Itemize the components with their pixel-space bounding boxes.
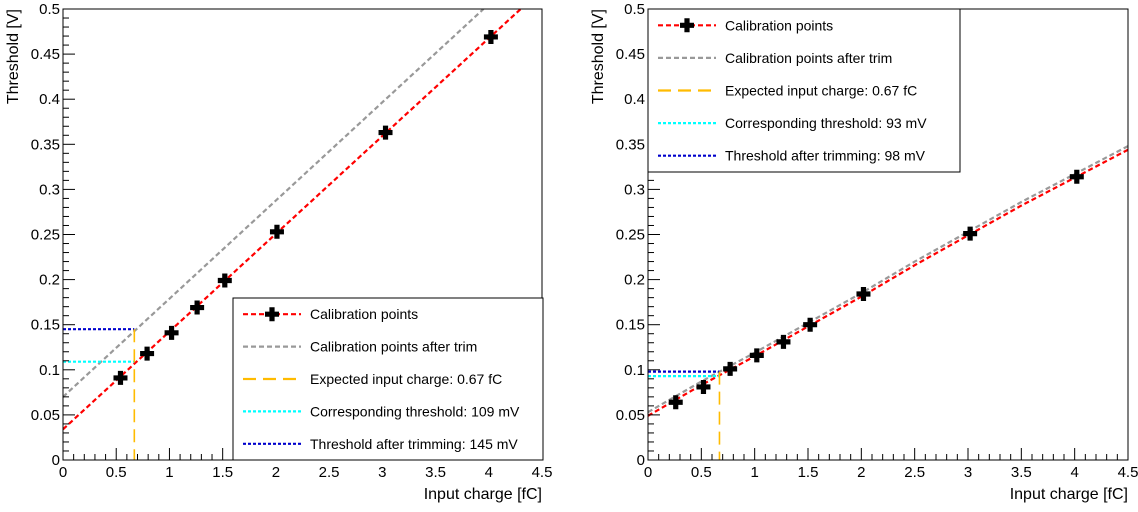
- legend-label: Calibration points after trim: [725, 50, 892, 66]
- legend-marker: [265, 307, 279, 322]
- y-tick-label: 0.15: [616, 317, 645, 334]
- legend-label: Threshold after trimming: 98 mV: [725, 148, 926, 164]
- x-tick-label: 4: [1070, 464, 1078, 481]
- y-tick-label: 0.5: [39, 1, 60, 18]
- y-tick-label: 0.4: [624, 91, 645, 108]
- y-tick-label: 0.15: [31, 317, 60, 334]
- data-point: [963, 226, 978, 241]
- x-tick-label: 0.5: [691, 464, 712, 481]
- data-point: [140, 346, 155, 361]
- y-tick-label: 0.2: [39, 272, 60, 289]
- y-tick-label: 0.5: [624, 1, 645, 18]
- x-axis-label: Input charge [fC]: [1010, 486, 1128, 503]
- y-tick-label: 0.3: [39, 181, 60, 198]
- fit-line-after-trim: [63, 9, 485, 398]
- y-tick-label: 0.3: [624, 181, 645, 198]
- x-tick-label: 3: [378, 464, 386, 481]
- x-tick-label: 3: [964, 464, 972, 481]
- y-axis-label: Threshold [V]: [5, 9, 22, 104]
- legend-label: Expected input charge: 0.67 fC: [310, 371, 502, 387]
- x-tick-label: 1: [165, 464, 173, 481]
- data-point: [113, 370, 128, 385]
- plot-area: [63, 9, 522, 460]
- y-tick-label: 0: [52, 452, 60, 469]
- data-point: [668, 395, 683, 410]
- data-point: [749, 348, 764, 363]
- data-point: [696, 379, 711, 394]
- x-tick-label: 1.5: [212, 464, 233, 481]
- y-tick-label: 0.35: [31, 136, 60, 153]
- y-tick-label: 0.25: [616, 227, 645, 244]
- data-point: [803, 317, 818, 332]
- data-point: [483, 29, 498, 44]
- legend: Calibration points Calibration points aft…: [647, 8, 961, 173]
- x-tick-label: 0.5: [106, 464, 127, 481]
- legend-label: Calibration points: [310, 306, 418, 322]
- legend-label: Corresponding threshold: 93 mV: [725, 115, 927, 131]
- legend-label: Corresponding threshold: 109 mV: [310, 403, 520, 419]
- y-tick-label: 0.4: [39, 91, 60, 108]
- x-tick-label: 2: [857, 464, 865, 481]
- data-point: [269, 224, 284, 239]
- y-tick-label: 0: [637, 452, 645, 469]
- x-tick-label: 1: [750, 464, 758, 481]
- x-tick-label: 4: [485, 464, 493, 481]
- y-tick-label: 0.45: [616, 46, 645, 63]
- plot-area: [648, 145, 1128, 460]
- data-point: [776, 334, 791, 349]
- chart-panel-1: 0 0.5 1 1.5 2 2.5 3 3.5 4 4.5 0 0.05 0.1 0.15 0.2 0.25 0…: [5, 1, 552, 503]
- legend: Calibration points Calibration points aft…: [232, 297, 544, 461]
- x-tick-label: 0: [644, 464, 652, 481]
- y-tick-label: 0.05: [616, 407, 645, 424]
- y-tick-label: 0.2: [624, 272, 645, 289]
- legend-label: Expected input charge: 0.67 fC: [725, 83, 917, 99]
- x-tick-label: 4.5: [1118, 464, 1138, 481]
- y-tick-label: 0.45: [31, 46, 60, 63]
- y-tick-label: 0.05: [31, 407, 60, 424]
- x-axis-label: Input charge [fC]: [424, 486, 542, 503]
- y-tick-label: 0.35: [616, 136, 645, 153]
- x-tick-label: 2: [272, 464, 280, 481]
- legend-label: Threshold after trimming: 145 mV: [310, 436, 518, 452]
- y-tick-label: 0.1: [39, 362, 60, 379]
- data-point: [1069, 169, 1084, 184]
- x-tick-label: 0: [59, 464, 67, 481]
- legend-label: Calibration points after trim: [310, 339, 477, 355]
- y-tick-label: 0.1: [624, 362, 645, 379]
- x-tick-label: 2.5: [904, 464, 925, 481]
- data-point: [378, 125, 393, 140]
- x-tick-label: 4.5: [532, 464, 553, 481]
- data-point: [164, 325, 179, 340]
- y-tick-label: 0.25: [31, 227, 60, 244]
- data-point: [723, 361, 738, 376]
- x-tick-label: 3.5: [425, 464, 446, 481]
- data-point: [217, 273, 232, 288]
- chart-panel-2: 0 0.5 1 1.5 2 2.5 3 3.5 4 4.5 0 0.05 0.1 0.15 0.2 0.25 0…: [590, 1, 1138, 503]
- legend-label: Calibration points: [725, 17, 833, 33]
- x-tick-label: 2.5: [319, 464, 340, 481]
- y-axis-label: Threshold [V]: [590, 9, 607, 104]
- data-point: [190, 300, 205, 315]
- x-tick-label: 3.5: [1011, 464, 1032, 481]
- data-point: [856, 287, 871, 302]
- legend-marker: [680, 18, 694, 33]
- x-tick-label: 1.5: [798, 464, 819, 481]
